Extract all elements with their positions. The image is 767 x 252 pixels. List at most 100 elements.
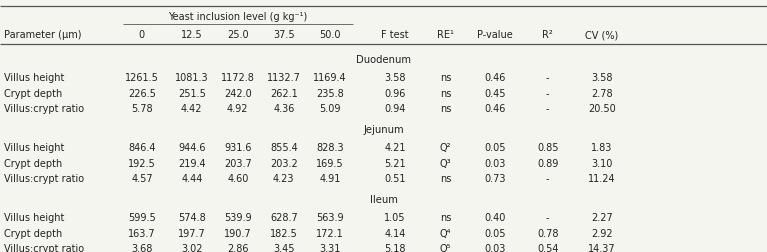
- Text: RE¹: RE¹: [437, 30, 454, 40]
- Text: Q⁵: Q⁵: [440, 243, 451, 252]
- Text: 0.94: 0.94: [384, 104, 406, 114]
- Text: 0.45: 0.45: [484, 88, 505, 99]
- Text: CV (%): CV (%): [585, 30, 619, 40]
- Text: 3.02: 3.02: [181, 243, 202, 252]
- Text: 5.78: 5.78: [131, 104, 153, 114]
- Text: 197.7: 197.7: [178, 228, 206, 238]
- Text: 190.7: 190.7: [224, 228, 252, 238]
- Text: ns: ns: [440, 212, 451, 223]
- Text: 1.83: 1.83: [591, 143, 613, 153]
- Text: 37.5: 37.5: [273, 30, 295, 40]
- Text: 3.58: 3.58: [591, 73, 613, 83]
- Text: 563.9: 563.9: [316, 212, 344, 223]
- Text: 242.0: 242.0: [224, 88, 252, 99]
- Text: 226.5: 226.5: [128, 88, 156, 99]
- Text: 0.46: 0.46: [484, 73, 505, 83]
- Text: 1.05: 1.05: [384, 212, 406, 223]
- Text: 5.18: 5.18: [384, 243, 406, 252]
- Text: 4.21: 4.21: [384, 143, 406, 153]
- Text: 628.7: 628.7: [270, 212, 298, 223]
- Text: Crypt depth: Crypt depth: [4, 228, 62, 238]
- Text: Villus:crypt ratio: Villus:crypt ratio: [4, 243, 84, 252]
- Text: 4.91: 4.91: [319, 174, 341, 183]
- Text: 3.45: 3.45: [273, 243, 295, 252]
- Text: Villus height: Villus height: [4, 143, 64, 153]
- Text: Crypt depth: Crypt depth: [4, 158, 62, 168]
- Text: 1172.8: 1172.8: [221, 73, 255, 83]
- Text: 931.6: 931.6: [224, 143, 252, 153]
- Text: 574.8: 574.8: [178, 212, 206, 223]
- Text: 0.05: 0.05: [484, 143, 505, 153]
- Text: 0.51: 0.51: [384, 174, 406, 183]
- Text: 235.8: 235.8: [316, 88, 344, 99]
- Text: 203.2: 203.2: [270, 158, 298, 168]
- Text: 828.3: 828.3: [316, 143, 344, 153]
- Text: 4.44: 4.44: [181, 174, 202, 183]
- Text: 0: 0: [139, 30, 145, 40]
- Text: 599.5: 599.5: [128, 212, 156, 223]
- Text: 0.40: 0.40: [484, 212, 505, 223]
- Text: -: -: [546, 73, 549, 83]
- Text: 0.78: 0.78: [537, 228, 558, 238]
- Text: 3.58: 3.58: [384, 73, 406, 83]
- Text: 846.4: 846.4: [128, 143, 156, 153]
- Text: 14.37: 14.37: [588, 243, 616, 252]
- Text: Ileum: Ileum: [370, 194, 397, 204]
- Text: 0.05: 0.05: [484, 228, 505, 238]
- Text: Parameter (μm): Parameter (μm): [4, 30, 81, 40]
- Text: 163.7: 163.7: [128, 228, 156, 238]
- Text: Q⁴: Q⁴: [440, 228, 451, 238]
- Text: P-value: P-value: [477, 30, 512, 40]
- Text: 539.9: 539.9: [224, 212, 252, 223]
- Text: -: -: [546, 104, 549, 114]
- Text: Villus:crypt ratio: Villus:crypt ratio: [4, 104, 84, 114]
- Text: Villus:crypt ratio: Villus:crypt ratio: [4, 174, 84, 183]
- Text: 0.89: 0.89: [537, 158, 558, 168]
- Text: Villus height: Villus height: [4, 73, 64, 83]
- Text: 169.5: 169.5: [316, 158, 344, 168]
- Text: 172.1: 172.1: [316, 228, 344, 238]
- Text: 219.4: 219.4: [178, 158, 206, 168]
- Text: 12.5: 12.5: [181, 30, 202, 40]
- Text: 0.85: 0.85: [537, 143, 558, 153]
- Text: 944.6: 944.6: [178, 143, 206, 153]
- Text: 20.50: 20.50: [588, 104, 616, 114]
- Text: Duodenum: Duodenum: [356, 55, 411, 65]
- Text: F test: F test: [381, 30, 409, 40]
- Text: 0.03: 0.03: [484, 243, 505, 252]
- Text: 50.0: 50.0: [319, 30, 341, 40]
- Text: ns: ns: [440, 88, 451, 99]
- Text: Crypt depth: Crypt depth: [4, 88, 62, 99]
- Text: 1132.7: 1132.7: [267, 73, 301, 83]
- Text: 2.92: 2.92: [591, 228, 613, 238]
- Text: 251.5: 251.5: [178, 88, 206, 99]
- Text: 0.03: 0.03: [484, 158, 505, 168]
- Text: 3.68: 3.68: [131, 243, 153, 252]
- Text: 4.23: 4.23: [273, 174, 295, 183]
- Text: 855.4: 855.4: [270, 143, 298, 153]
- Text: Jejunum: Jejunum: [364, 124, 403, 134]
- Text: 0.73: 0.73: [484, 174, 505, 183]
- Text: 192.5: 192.5: [128, 158, 156, 168]
- Text: 0.96: 0.96: [384, 88, 406, 99]
- Text: ns: ns: [440, 174, 451, 183]
- Text: -: -: [546, 212, 549, 223]
- Text: 2.86: 2.86: [227, 243, 249, 252]
- Text: 4.57: 4.57: [131, 174, 153, 183]
- Text: Q²: Q²: [440, 143, 451, 153]
- Text: ns: ns: [440, 73, 451, 83]
- Text: 5.21: 5.21: [384, 158, 406, 168]
- Text: 25.0: 25.0: [227, 30, 249, 40]
- Text: 0.54: 0.54: [537, 243, 558, 252]
- Text: 4.36: 4.36: [273, 104, 295, 114]
- Text: 4.60: 4.60: [227, 174, 249, 183]
- Text: 182.5: 182.5: [270, 228, 298, 238]
- Text: ns: ns: [440, 104, 451, 114]
- Text: 2.78: 2.78: [591, 88, 613, 99]
- Text: 5.09: 5.09: [319, 104, 341, 114]
- Text: R²: R²: [542, 30, 553, 40]
- Text: -: -: [546, 88, 549, 99]
- Text: 1081.3: 1081.3: [175, 73, 209, 83]
- Text: -: -: [546, 174, 549, 183]
- Text: 3.10: 3.10: [591, 158, 613, 168]
